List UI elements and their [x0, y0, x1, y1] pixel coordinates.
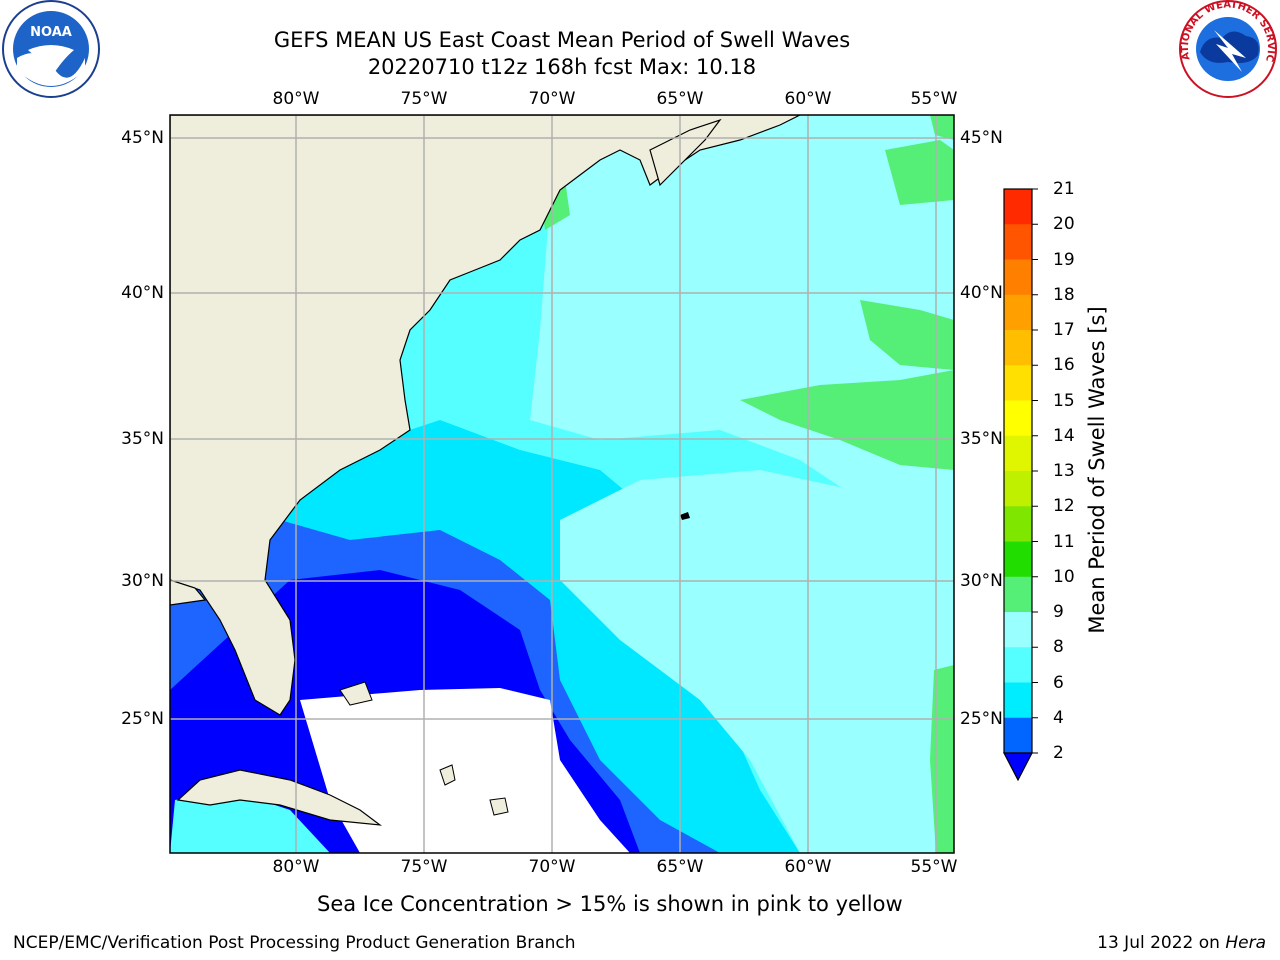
- colorbar-tick-label: 9: [1053, 602, 1064, 622]
- lon-label-top: 55°W: [910, 89, 958, 109]
- colorbar-tick-label: 12: [1053, 496, 1075, 517]
- colorbar-segment: [1004, 330, 1032, 366]
- colorbar-segment: [1004, 400, 1032, 437]
- colorbar-tick-label: 16: [1053, 355, 1075, 376]
- colorbar-tick-label: 10: [1053, 566, 1075, 587]
- map-frame: [169, 114, 955, 854]
- lon-label-top: 80°W: [272, 89, 320, 109]
- colorbar-tick-label: 2: [1053, 743, 1064, 763]
- lon-label-top: 65°W: [656, 89, 704, 109]
- lat-label-right: 45°N: [960, 128, 1003, 148]
- lat-label-left: 25°N: [121, 709, 164, 729]
- lat-label-left: 45°N: [121, 128, 164, 148]
- colorbar-tick-label: 14: [1053, 425, 1075, 446]
- colorbar-segment: [1004, 294, 1032, 331]
- lat-label-right: 25°N: [960, 709, 1003, 729]
- lon-label-bottom: 70°W: [528, 857, 576, 877]
- colorbar-tick-label: 19: [1053, 249, 1075, 270]
- lat-label-left: 40°N: [121, 283, 164, 303]
- colorbar-segment: [1004, 189, 1032, 225]
- colorbar-tick-label: 21: [1053, 179, 1075, 199]
- colorbar-segment: [1004, 541, 1032, 578]
- colorbar-segment: [1004, 365, 1032, 401]
- lat-label-left: 35°N: [121, 429, 164, 449]
- footer-date: 13 Jul 2022 on Hera: [1097, 933, 1266, 953]
- lat-label-right: 35°N: [960, 429, 1003, 449]
- swell-period-field: [170, 115, 954, 853]
- colorbar-tick-label: 11: [1053, 531, 1075, 552]
- colorbar-tick-label: 4: [1053, 707, 1064, 728]
- colorbar-tick-label: 17: [1053, 320, 1075, 340]
- lon-label-bottom: 80°W: [272, 857, 320, 877]
- lon-label-bottom: 75°W: [400, 857, 448, 877]
- footer-host: Hera: [1225, 933, 1266, 953]
- colorbar-segment: [1004, 682, 1032, 719]
- lon-label-top: 60°W: [784, 89, 832, 109]
- lon-label-bottom: 60°W: [784, 857, 832, 877]
- svg-text:NATIONAL WEATHER SERVICE: NATIONAL WEATHER SERVICE: [0, 0, 1276, 63]
- colorbar-segment: [1004, 506, 1032, 542]
- colorbar-segment: [1004, 717, 1032, 754]
- colorbar-segment: [1004, 259, 1032, 296]
- colorbar-tick-label: 18: [1053, 284, 1075, 305]
- nws-logo: NATIONAL WEATHER SERVICE: [0, 0, 1277, 98]
- footer-branch: NCEP/EMC/Verification Post Processing Pr…: [13, 933, 576, 953]
- lon-label-top: 75°W: [400, 89, 448, 109]
- map-title: GEFS MEAN US East Coast Mean Period of S…: [273, 28, 851, 52]
- lat-label-right: 30°N: [960, 571, 1003, 591]
- lon-label-top: 70°W: [528, 89, 576, 109]
- colorbar-title: Mean Period of Swell Waves [s]: [1085, 306, 1109, 634]
- lat-label-left: 30°N: [121, 571, 164, 591]
- noaa-logo: NOAA: [2, 0, 100, 98]
- colorbar-tick-label: 8: [1053, 637, 1064, 658]
- colorbar-segment: [1004, 435, 1032, 472]
- map-subtitle: 20220710 t12z 168h fcst Max: 10.18: [367, 55, 757, 79]
- lon-label-bottom: 65°W: [656, 857, 704, 877]
- footer-date-text: 13 Jul 2022 on: [1097, 933, 1226, 953]
- colorbar-segment: [1004, 647, 1032, 683]
- colorbar-segment: [1004, 576, 1032, 613]
- lon-label-bottom: 55°W: [910, 857, 958, 877]
- colorbar-tick-label: 20: [1053, 214, 1075, 235]
- colorbar-tick-label: 13: [1053, 461, 1075, 481]
- colorbar-segment: [1004, 224, 1032, 260]
- colorbar-tick-label: 6: [1053, 672, 1064, 693]
- lat-label-right: 40°N: [960, 283, 1003, 303]
- colorbar-segment: [1004, 612, 1032, 648]
- colorbar-segment: [1004, 471, 1032, 507]
- graticule: [170, 115, 954, 853]
- svg-text:NOAA: NOAA: [30, 25, 72, 40]
- colorbar: [1003, 188, 1038, 782]
- colorbar-under-arrow: [1003, 752, 1033, 782]
- colorbar-tick-label: 15: [1053, 390, 1075, 411]
- sea-ice-note: Sea Ice Concentration > 15% is shown in …: [317, 892, 903, 916]
